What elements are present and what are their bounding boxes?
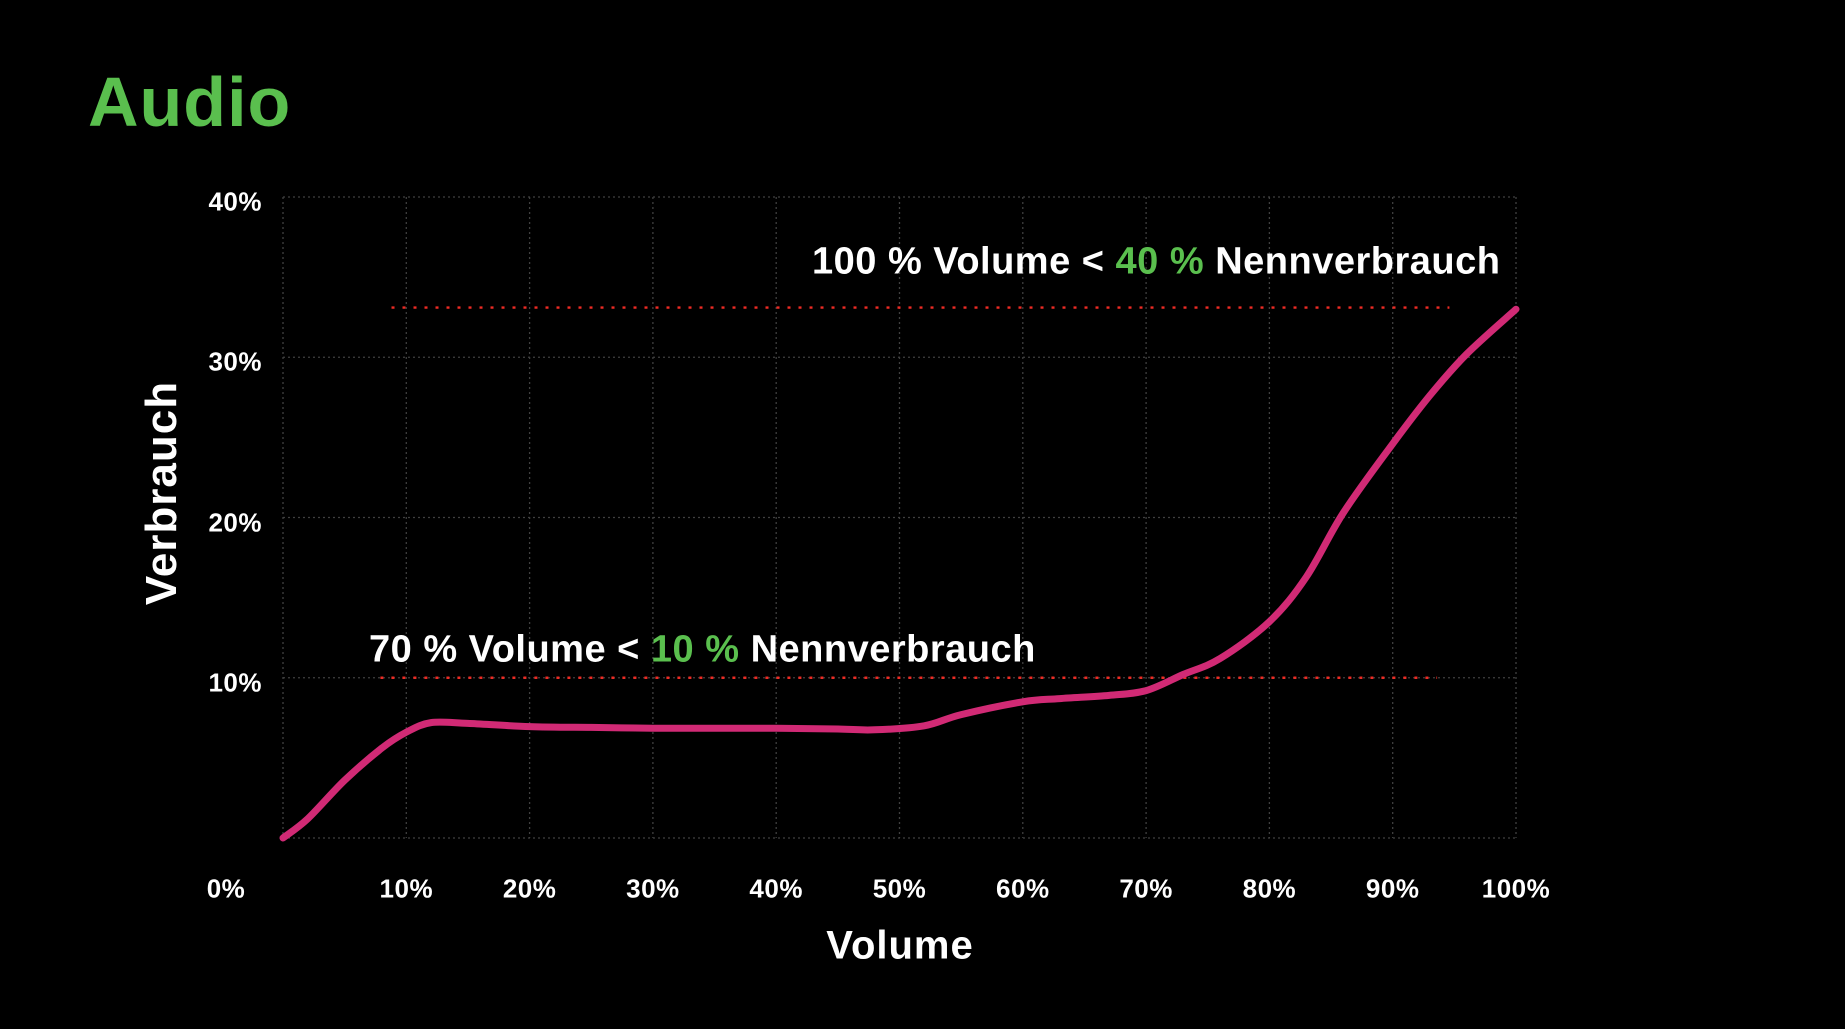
x-axis-title: Volume (826, 923, 974, 968)
x-tick-label: 40% (749, 873, 803, 904)
annotation-text: Nennverbrauch (1204, 240, 1501, 283)
x-tick-label: 90% (1365, 873, 1420, 904)
annotation-text: Nennverbrauch (739, 628, 1036, 671)
x-tick-label: 20% (502, 873, 557, 904)
page-title: Audio (88, 63, 292, 141)
y-tick-label: 10% (208, 667, 262, 698)
annotation-text: 70 % Volume < (369, 628, 651, 671)
annotation-text: 100 % Volume < (812, 240, 1116, 283)
y-tick-label: 30% (208, 346, 262, 377)
y-tick-label: 20% (208, 507, 262, 537)
consumption-curve (279, 305, 1520, 842)
y-axis-title: Verbrauch (137, 380, 186, 606)
x-tick-label: 10% (379, 873, 434, 904)
x-tick-label: 60% (996, 873, 1050, 904)
x-tick-label: 50% (872, 873, 927, 904)
x-tick-label: 0% (206, 873, 246, 904)
annotation-100-percent: 100 % Volume < 40 % Nennverbrauch (812, 241, 1500, 284)
annotation-highlight: 40 % (1115, 240, 1205, 283)
x-tick-label: 80% (1242, 873, 1297, 904)
y-tick-label: 40% (208, 186, 262, 217)
annotation-highlight: 10 % (650, 628, 740, 671)
x-tick-label: 100% (1481, 873, 1551, 904)
x-tick-label: 70% (1119, 873, 1173, 904)
annotation-70-percent: 70 % Volume < 10 % Nennverbrauch (369, 629, 1036, 672)
x-tick-label: 30% (626, 873, 680, 904)
